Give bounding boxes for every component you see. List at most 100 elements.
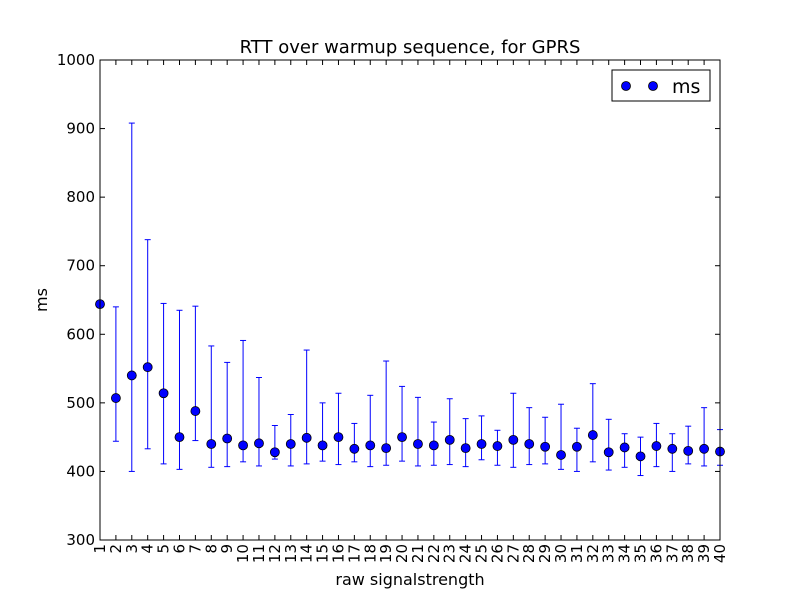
legend-marker bbox=[621, 81, 631, 91]
x-tick-label: 3 bbox=[123, 544, 141, 554]
data-point bbox=[699, 443, 710, 454]
x-tick-label: 40 bbox=[711, 544, 729, 563]
x-tick-label: 2 bbox=[107, 544, 125, 554]
x-tick-label: 16 bbox=[329, 544, 347, 563]
x-tick-label: 29 bbox=[536, 544, 554, 563]
data-point bbox=[206, 439, 217, 449]
data-point bbox=[301, 432, 312, 443]
x-tick-label: 9 bbox=[218, 544, 236, 554]
x-tick-label: 24 bbox=[457, 544, 475, 563]
legend: ms bbox=[611, 69, 711, 102]
data-point bbox=[492, 441, 503, 451]
error-bar bbox=[303, 349, 310, 465]
error-bar bbox=[478, 415, 485, 461]
data-point bbox=[365, 440, 376, 451]
data-point bbox=[476, 439, 487, 449]
x-tick-label: 15 bbox=[314, 544, 332, 563]
data-point bbox=[524, 439, 535, 449]
data-point bbox=[285, 439, 296, 449]
error-bar bbox=[399, 385, 406, 462]
error-bar bbox=[414, 396, 421, 467]
error-bar bbox=[510, 392, 517, 468]
x-tick-label: 32 bbox=[584, 544, 602, 563]
y-tick-label: 700 bbox=[66, 257, 95, 275]
error-bar bbox=[542, 416, 549, 465]
error-bar bbox=[685, 425, 692, 465]
error-bar bbox=[701, 407, 708, 467]
data-point bbox=[587, 430, 598, 440]
x-tick-label: 21 bbox=[409, 544, 427, 563]
error-bar bbox=[112, 306, 119, 442]
data-point bbox=[190, 406, 201, 416]
x-tick-label: 36 bbox=[647, 544, 665, 563]
data-point bbox=[635, 451, 646, 462]
x-tick-label: 4 bbox=[139, 544, 157, 554]
error-bar bbox=[605, 418, 612, 471]
x-tick-label: 18 bbox=[361, 544, 379, 563]
error-bar bbox=[335, 392, 342, 466]
error-bar bbox=[462, 418, 469, 468]
data-point bbox=[651, 441, 662, 451]
data-point bbox=[126, 370, 137, 381]
x-tick-label: 26 bbox=[488, 544, 506, 563]
error-bar bbox=[255, 376, 262, 467]
x-tick-label: 31 bbox=[568, 544, 586, 563]
data-point bbox=[508, 434, 519, 445]
data-point bbox=[238, 440, 248, 451]
data-point bbox=[667, 443, 678, 454]
y-tick-label: 1000 bbox=[57, 51, 95, 69]
data-point bbox=[158, 388, 169, 399]
data-point bbox=[572, 441, 582, 452]
x-tick-label: 33 bbox=[600, 544, 618, 563]
y-axis-label: ms bbox=[32, 288, 51, 312]
x-tick-label: 28 bbox=[520, 544, 538, 563]
error-bar bbox=[224, 361, 231, 468]
data-point bbox=[683, 445, 694, 456]
data-point bbox=[428, 440, 439, 451]
x-tick-label: 23 bbox=[441, 544, 459, 563]
data-point bbox=[460, 443, 471, 454]
data-point bbox=[444, 434, 455, 445]
x-tick-label: 25 bbox=[473, 544, 491, 563]
x-tick-label: 34 bbox=[616, 544, 634, 563]
x-tick-label: 11 bbox=[250, 544, 268, 563]
plot-frame bbox=[99, 59, 721, 541]
x-tick-label: 37 bbox=[663, 544, 681, 563]
data-point bbox=[222, 433, 233, 444]
y-tick-label: 600 bbox=[66, 325, 95, 343]
x-axis-label: raw signalstrength bbox=[335, 570, 484, 589]
error-bar bbox=[128, 122, 135, 472]
x-tick-label: 1 bbox=[91, 544, 109, 554]
data-point bbox=[254, 438, 264, 449]
error-bar bbox=[526, 407, 533, 466]
x-tick-label: 19 bbox=[377, 544, 395, 563]
error-bar bbox=[208, 345, 215, 468]
error-bar bbox=[176, 309, 183, 470]
x-tick-label: 7 bbox=[186, 544, 204, 554]
error-bar bbox=[192, 305, 199, 442]
y-tick-label: 400 bbox=[66, 462, 95, 480]
error-bar bbox=[144, 239, 151, 450]
x-axis-ticks: 1234567891011121314151617181920212223242… bbox=[91, 60, 729, 563]
x-tick-label: 35 bbox=[632, 544, 650, 563]
data-point bbox=[333, 432, 344, 443]
data-point bbox=[397, 432, 407, 443]
error-bar bbox=[446, 398, 453, 466]
x-tick-label: 13 bbox=[282, 544, 300, 563]
data-point bbox=[413, 439, 423, 449]
data-point bbox=[603, 447, 614, 458]
data-point bbox=[619, 442, 630, 453]
error-bar bbox=[367, 394, 374, 468]
y-axis-ticks: 300 400 500 600 700 800 900 1000 bbox=[57, 51, 720, 549]
x-tick-label: 5 bbox=[155, 544, 173, 554]
data-point bbox=[142, 362, 153, 373]
x-tick-label: 38 bbox=[679, 544, 697, 563]
y-tick-label: 900 bbox=[66, 120, 95, 138]
y-tick-label: 300 bbox=[66, 531, 95, 549]
data-point bbox=[540, 441, 551, 452]
error-bar bbox=[589, 383, 596, 463]
x-tick-label: 14 bbox=[298, 544, 316, 563]
data-point bbox=[269, 447, 280, 458]
